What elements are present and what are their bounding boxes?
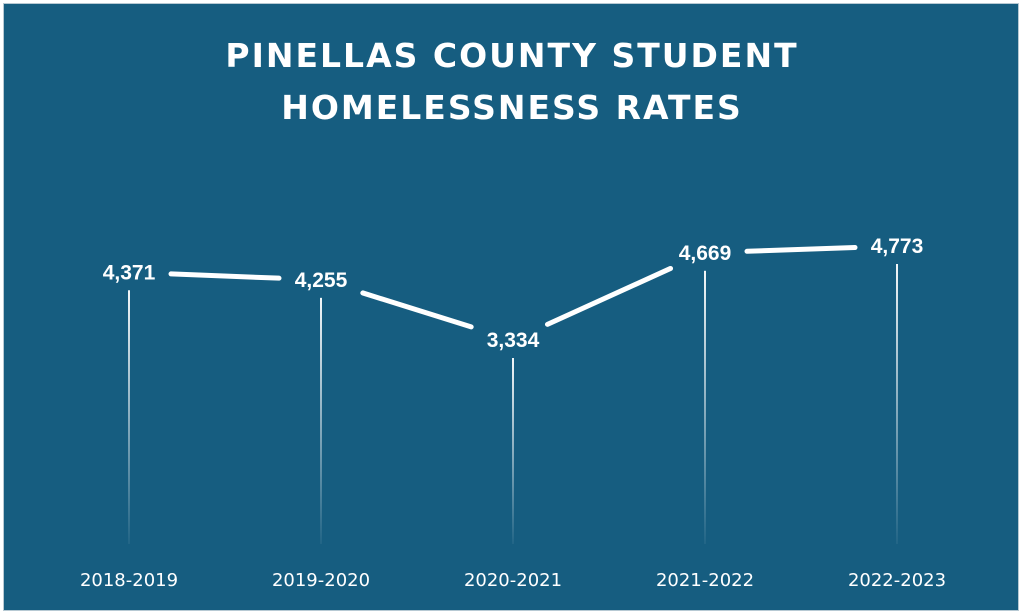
x-tick-label-2019-2020: 2019-2020 (272, 570, 370, 591)
drop-line-2021-2022 (704, 270, 706, 544)
line-chart: 4,371 4,255 3,334 4,669 4,773 2018-2019 2019-… (80, 235, 946, 591)
data-label-2019-2020: 4,255 (295, 269, 348, 292)
chart-title-line-2: HOMELESSNESS RATES (281, 88, 743, 127)
category-labels: 2018-2019 2019-2020 2020-2021 2021-2022 2022… (80, 570, 946, 591)
line-segment-2020-2021-to-2021-2022 (544, 265, 674, 327)
x-tick-label-2018-2019: 2018-2019 (80, 570, 178, 591)
line-segment-2021-2022-to-2022-2023 (744, 244, 858, 254)
line-segment-2019-2020-to-2020-2021 (360, 290, 474, 330)
drop-line-2018-2019 (128, 290, 130, 544)
x-tick-label-2022-2023: 2022-2023 (848, 570, 946, 591)
series-line (168, 244, 858, 330)
drop-line-2022-2023 (896, 264, 898, 544)
chart-area: PINELLAS COUNTY STUDENT HOMELESSNESS RAT… (3, 3, 1019, 611)
chart-title-line-1: PINELLAS COUNTY STUDENT (225, 36, 799, 75)
data-labels: 4,371 4,255 3,334 4,669 4,773 (103, 235, 924, 352)
drop-line-2019-2020 (320, 297, 322, 544)
data-label-2022-2023: 4,773 (871, 235, 924, 258)
x-tick-label-2021-2022: 2021-2022 (656, 570, 754, 591)
chart-title: PINELLAS COUNTY STUDENT HOMELESSNESS RAT… (4, 30, 1020, 134)
line-segment-2018-2019-to-2019-2020 (168, 271, 282, 281)
drop-line-2020-2021 (512, 358, 514, 544)
drop-lines (128, 264, 898, 544)
x-tick-label-2020-2021: 2020-2021 (464, 570, 562, 591)
data-label-2021-2022: 4,669 (679, 242, 732, 265)
data-label-2018-2019: 4,371 (103, 261, 156, 284)
data-label-2020-2021: 3,334 (487, 329, 540, 352)
